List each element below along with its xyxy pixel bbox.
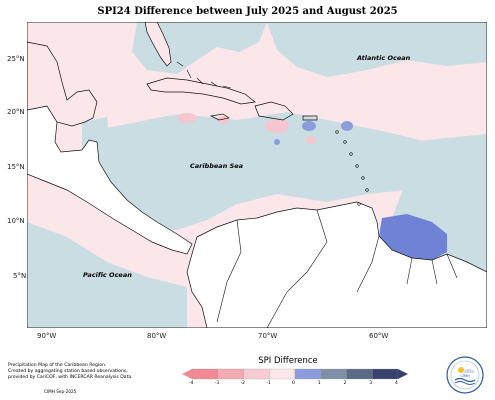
footer-credit: CIMH Sep-2025	[44, 389, 77, 394]
lat-label-20: 20°N	[7, 108, 25, 116]
lat-label-10: 10°N	[7, 217, 25, 225]
map-panel: Atlantic Ocean Caribbean Sea Pacific Oce…	[27, 22, 487, 328]
bahamas-islands	[176, 61, 232, 89]
lat-label-15: 15°N	[7, 163, 25, 171]
jamaica-land	[209, 113, 230, 121]
map-canvas: Atlantic Ocean Caribbean Sea Pacific Oce…	[27, 22, 487, 328]
footer-line-2: Created by aggregating station based obs…	[8, 369, 128, 374]
south-america-land	[186, 201, 487, 328]
pacific-ocean-label: Pacific Ocean	[83, 271, 132, 279]
lat-label-25: 25°N	[7, 55, 25, 63]
deep-blue-anomaly	[379, 214, 447, 260]
blue-anomaly-spots	[274, 121, 353, 145]
legend-swatch	[269, 368, 296, 380]
cimh-logo-icon: CIMH	[446, 356, 484, 394]
central-america-land	[27, 105, 193, 255]
legend-tick-label: -2	[240, 381, 246, 386]
legend-colorbar	[182, 368, 408, 380]
lon-label-60: 60°W	[369, 332, 389, 340]
legend-swatch	[372, 368, 399, 380]
legend-tick-label: -3	[214, 381, 220, 386]
legend-tick-label: -1	[266, 381, 271, 386]
legend-swatch	[294, 368, 321, 380]
hispaniola-land	[254, 101, 294, 121]
cuba-land	[146, 77, 256, 105]
legend-swatch	[346, 368, 373, 380]
lon-label-80: 80°W	[147, 332, 167, 340]
legend-swatch	[243, 368, 270, 380]
legend-swatch	[320, 368, 347, 380]
lesser-antilles-islands	[335, 130, 369, 206]
puerto-rico-land	[302, 115, 318, 121]
legend-arrow-left	[182, 369, 192, 379]
pink-anomaly-spots	[177, 113, 316, 144]
logo-text: CIMH	[460, 374, 470, 378]
florida-land	[144, 22, 172, 67]
lat-label-5: 5°N	[13, 272, 27, 280]
legend-swatch	[191, 368, 218, 380]
footer-line-3: provided by CariCOF, with INCERCAR Reana…	[8, 375, 133, 380]
legend-tick-label: 1	[317, 381, 321, 386]
legend-tick-label: 0	[292, 381, 295, 386]
footer-description: Precipitation Map of the Caribbean Regio…	[8, 363, 168, 381]
lon-label-70: 70°W	[258, 332, 278, 340]
legend-tick-label: 4	[395, 381, 398, 386]
cimh-logo: CIMH	[446, 356, 484, 394]
map-title: SPI24 Difference between July 2025 and A…	[97, 6, 398, 17]
mexico-land	[27, 41, 98, 127]
legend-tick-label: 2	[343, 381, 347, 386]
caribbean-sea-label: Caribbean Sea	[190, 162, 243, 170]
country-borders	[216, 209, 458, 328]
atlantic-ocean-label: Atlantic Ocean	[356, 54, 411, 62]
legend-tick-label: 3	[369, 381, 373, 386]
legend-arrow-right	[398, 369, 408, 379]
legend-swatch	[217, 368, 244, 380]
legend-title: SPI Difference	[258, 356, 318, 366]
lon-label-90: 90°W	[37, 332, 57, 340]
footer-line-1: Precipitation Map of the Caribbean Regio…	[8, 363, 107, 368]
legend-tick-label: -4	[189, 381, 194, 386]
